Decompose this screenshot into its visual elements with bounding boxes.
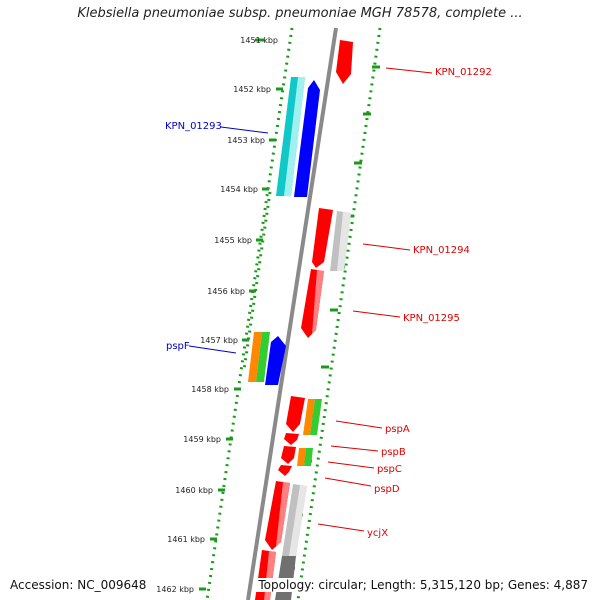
label-pspd[interactable]: pspD (374, 484, 400, 495)
ruler-label-1454: 1454 kbp (220, 185, 258, 194)
gene-pspd[interactable] (278, 465, 292, 476)
topology-text: Topology: circular; Length: 5,315,120 bp… (256, 578, 590, 592)
pseudo-ycjx-highlight (289, 485, 307, 556)
ruler-ticks (199, 38, 283, 591)
map-title: Klebsiella pneumoniae subsp. pneumoniae … (77, 6, 523, 21)
gene-kpn01292[interactable] (336, 40, 353, 84)
ruler-label-1451: 1451 kbp (240, 36, 278, 45)
label-pspa[interactable]: pspA (385, 424, 410, 435)
gene-kpn01294[interactable] (312, 208, 333, 268)
label-pspb[interactable]: pspB (381, 447, 406, 458)
gene-labels: KPN_01292 KPN_01293 KPN_01294 KPN_01295 … (165, 67, 492, 539)
right-outer-border (296, 27, 382, 600)
ruler-label-1458: 1458 kbp (191, 385, 229, 394)
gene-kpn01293[interactable] (294, 80, 320, 197)
ruler-label-1462: 1462 kbp (156, 585, 194, 594)
pseudo-kpn01294-highlight (337, 212, 351, 271)
label-kpn01294[interactable]: KPN_01294 (413, 245, 470, 256)
label-kpn01295[interactable]: KPN_01295 (403, 313, 460, 324)
ruler-label-1452: 1452 kbp (233, 85, 271, 94)
gene-kpn01295-highlight (312, 270, 324, 334)
label-kpn01292[interactable]: KPN_01292 (435, 67, 492, 78)
gene-pspf[interactable] (265, 336, 286, 385)
ruler-label-1456: 1456 kbp (207, 287, 245, 296)
gene-pspa[interactable] (286, 396, 305, 432)
cds-pspc-b[interactable] (304, 448, 313, 466)
ruler-label-1459: 1459 kbp (183, 435, 221, 444)
cds-pspa-a[interactable] (303, 399, 315, 435)
gene-pspc[interactable] (281, 446, 296, 464)
accession-text: Accession: NC_009648 (8, 578, 149, 592)
left-inner-border (242, 191, 272, 371)
label-pspc[interactable]: pspC (377, 464, 402, 475)
cds-kpn01293-highlight (284, 77, 305, 196)
ruler-label-1460: 1460 kbp (175, 486, 213, 495)
ruler-label-1453: 1453 kbp (227, 136, 265, 145)
ruler-label-1461: 1461 kbp (167, 535, 205, 544)
label-pspf[interactable]: pspF (166, 341, 190, 352)
ruler-label-1455: 1455 kbp (214, 236, 252, 245)
cds-pspf-b[interactable] (256, 332, 270, 382)
cds-pspf-a[interactable] (248, 332, 262, 382)
cds-pspc-a[interactable] (297, 448, 306, 466)
gene-pspb[interactable] (284, 433, 299, 445)
cds-pspa-b[interactable] (310, 399, 322, 435)
ruler-label-1457: 1457 kbp (200, 336, 238, 345)
backbone (246, 27, 338, 600)
gene-ycjx-highlight (276, 482, 290, 546)
label-ycjx[interactable]: ycjX (367, 528, 388, 539)
label-kpn01293[interactable]: KPN_01293 (165, 121, 222, 132)
